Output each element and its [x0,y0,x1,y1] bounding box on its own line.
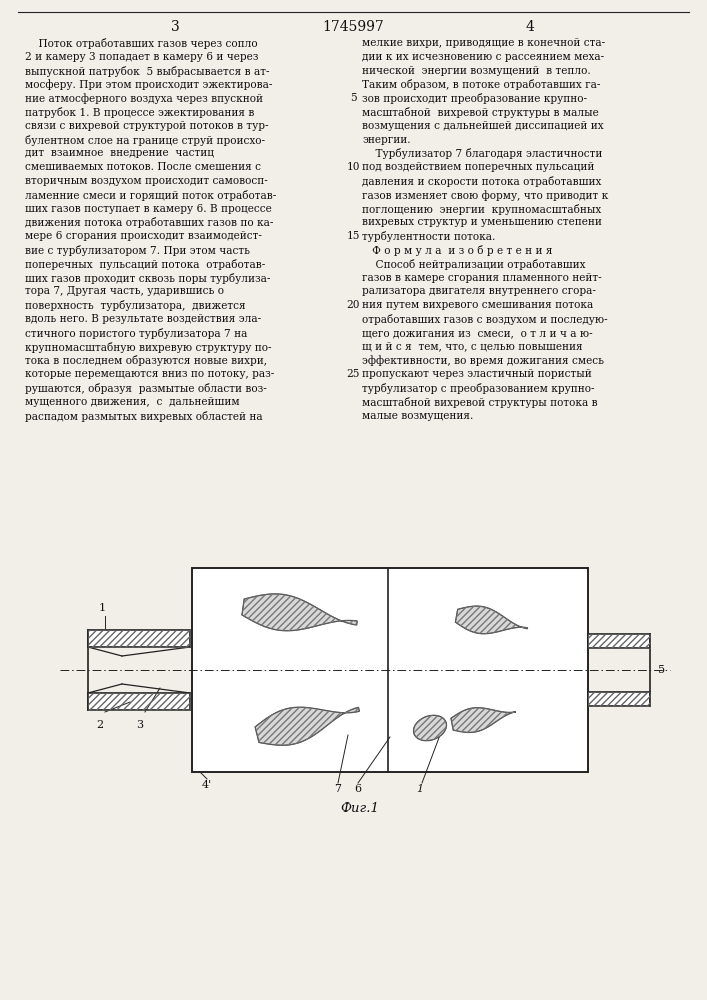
Text: масштабной  вихревой структуры в малые: масштабной вихревой структуры в малые [362,107,599,118]
Text: газов в камере сгорания пламенного нейт-: газов в камере сгорания пламенного нейт- [362,273,602,283]
Text: поверхность  турбулизатора,  движется: поверхность турбулизатора, движется [25,300,245,311]
Polygon shape [242,594,357,631]
Text: 6: 6 [354,784,361,794]
Text: вие с турбулизатором 7. При этом часть: вие с турбулизатором 7. При этом часть [25,245,250,256]
Text: щего дожигания из  смеси,  о т л и ч а ю-: щего дожигания из смеси, о т л и ч а ю- [362,328,592,338]
Ellipse shape [414,715,447,741]
Text: мущенного движения,  с  дальнейшим: мущенного движения, с дальнейшим [25,397,240,407]
Text: выпускной патрубок  5 выбрасывается в ат-: выпускной патрубок 5 выбрасывается в ат- [25,66,269,77]
Text: поглощению  энергии  крупномасштабных: поглощению энергии крупномасштабных [362,204,601,215]
Text: отработавших газов с воздухом и последую-: отработавших газов с воздухом и последую… [362,314,607,325]
Text: движения потока отработавших газов по ка-: движения потока отработавших газов по ка… [25,217,274,228]
Polygon shape [451,708,516,732]
Text: 7: 7 [334,784,341,794]
Text: мелкие вихри, приводящие в конечной ста-: мелкие вихри, приводящие в конечной ста- [362,38,605,48]
Text: тока в последнем образуются новые вихри,: тока в последнем образуются новые вихри, [25,355,267,366]
Text: Способ нейтрализации отработавших: Способ нейтрализации отработавших [362,259,585,270]
Text: распадом размытых вихревых областей на: распадом размытых вихревых областей на [25,411,262,422]
Text: Фиг.1: Фиг.1 [341,802,380,815]
Text: 1: 1 [99,603,106,613]
Polygon shape [455,606,527,634]
Text: пропускают через эластичный пористый: пропускают через эластичный пористый [362,369,592,379]
Text: Ф о р м у л а  и з о б р е т е н и я: Ф о р м у л а и з о б р е т е н и я [362,245,552,256]
Text: мере 6 сгорания происходит взаимодейст-: мере 6 сгорания происходит взаимодейст- [25,231,262,241]
Text: поперечных  пульсаций потока  отработав-: поперечных пульсаций потока отработав- [25,259,265,270]
Text: 4': 4' [202,780,212,790]
Text: газов изменяет свою форму, что приводит к: газов изменяет свою форму, что приводит … [362,190,608,201]
Text: турбулизатор с преобразованием крупно-: турбулизатор с преобразованием крупно- [362,383,595,394]
Text: ния путем вихревого смешивания потока: ния путем вихревого смешивания потока [362,300,593,310]
Text: 4: 4 [525,20,534,34]
Text: мосферу. При этом происходит эжектирова-: мосферу. При этом происходит эжектирова- [25,79,272,90]
Text: тора 7, Другая часть, ударившись о: тора 7, Другая часть, ударившись о [25,286,224,296]
Text: 3: 3 [170,20,180,34]
Text: дии к их исчезновению с рассеянием меха-: дии к их исчезновению с рассеянием меха- [362,52,604,62]
Polygon shape [588,634,650,648]
Polygon shape [88,693,190,710]
Text: 2: 2 [96,720,103,730]
Text: вихревых структур и уменьшению степени: вихревых структур и уменьшению степени [362,217,602,227]
Text: смешиваемых потоков. После смешения с: смешиваемых потоков. После смешения с [25,162,261,172]
Text: вдоль него. В результате воздействия эла-: вдоль него. В результате воздействия эла… [25,314,261,324]
Text: ших газов проходит сквозь поры турбулиза-: ших газов проходит сквозь поры турбулиза… [25,273,270,284]
Text: 1: 1 [416,784,423,794]
Text: 2 и камеру 3 попадает в камеру 6 и через: 2 и камеру 3 попадает в камеру 6 и через [25,52,258,62]
Text: Поток отработавших газов через сопло: Поток отработавших газов через сопло [25,38,257,49]
Text: щ и й с я  тем, что, с целью повышения: щ и й с я тем, что, с целью повышения [362,342,583,352]
Text: 15: 15 [346,231,360,241]
Text: 5: 5 [350,93,356,103]
Text: рализатора двигателя внутреннего сгора-: рализатора двигателя внутреннего сгора- [362,286,596,296]
Text: связи с вихревой структурой потоков в тур-: связи с вихревой структурой потоков в ту… [25,121,269,131]
Text: булентном слое на границе струй происхо-: булентном слое на границе струй происхо- [25,135,265,146]
Text: рушаются, образуя  размытые области воз-: рушаются, образуя размытые области воз- [25,383,267,394]
Text: ших газов поступает в камеру 6. В процессе: ших газов поступает в камеру 6. В процес… [25,204,271,214]
Text: ние атмосферного воздуха через впускной: ние атмосферного воздуха через впускной [25,93,263,104]
Text: масштабной вихревой структуры потока в: масштабной вихревой структуры потока в [362,397,597,408]
Text: 10: 10 [346,162,360,172]
Text: эффективности, во время дожигания смесь: эффективности, во время дожигания смесь [362,355,604,366]
Text: малые возмущения.: малые возмущения. [362,411,474,421]
Text: дит  взаимное  внедрение  частиц: дит взаимное внедрение частиц [25,148,214,158]
Text: 20: 20 [346,300,360,310]
Polygon shape [192,568,588,772]
Text: давления и скорости потока отработавших: давления и скорости потока отработавших [362,176,602,187]
Text: Таким образом, в потоке отработавших га-: Таким образом, в потоке отработавших га- [362,79,600,90]
Polygon shape [88,630,190,647]
Text: патрубок 1. В процессе эжектирования в: патрубок 1. В процессе эжектирования в [25,107,255,118]
Polygon shape [588,692,650,706]
Text: 3: 3 [136,720,144,730]
Text: вторичным воздухом происходит самовосп-: вторичным воздухом происходит самовосп- [25,176,268,186]
Text: которые перемещаются вниз по потоку, раз-: которые перемещаются вниз по потоку, раз… [25,369,274,379]
Polygon shape [255,707,359,745]
Text: крупномасштабную вихревую структуру по-: крупномасштабную вихревую структуру по- [25,342,271,353]
Text: 1745997: 1745997 [322,20,384,34]
Text: зов происходит преобразование крупно-: зов происходит преобразование крупно- [362,93,587,104]
Text: турбулентности потока.: турбулентности потока. [362,231,496,242]
Text: под воздействием поперечных пульсаций: под воздействием поперечных пульсаций [362,162,595,172]
Text: стичного пористого турбулизатора 7 на: стичного пористого турбулизатора 7 на [25,328,247,339]
Text: возмущения с дальнейшей диссипацией их: возмущения с дальнейшей диссипацией их [362,121,604,131]
Text: 25: 25 [346,369,360,379]
Text: нической  энергии возмущений  в тепло.: нической энергии возмущений в тепло. [362,66,591,76]
Text: энергии.: энергии. [362,135,411,145]
Text: ламенние смеси и горящий поток отработав-: ламенние смеси и горящий поток отработав… [25,190,276,201]
Text: 5: 5 [658,665,665,675]
Text: Турбулизатор 7 благодаря эластичности: Турбулизатор 7 благодаря эластичности [362,148,602,159]
